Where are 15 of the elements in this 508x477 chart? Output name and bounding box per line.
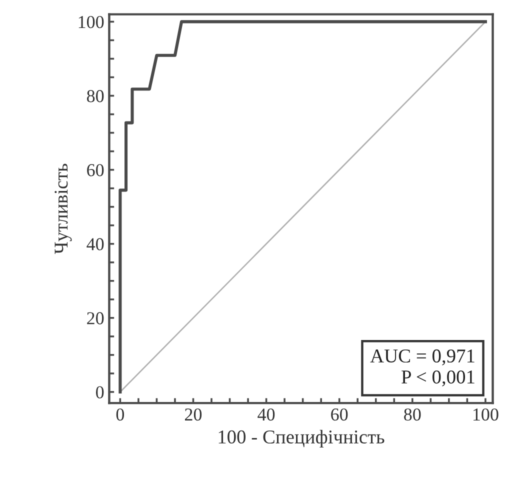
x-tick-label: 100 [474, 408, 498, 421]
y-tick-label: 20 [87, 312, 104, 324]
x-tick-label: 0 [116, 408, 124, 421]
x-tick-label: 40 [258, 408, 275, 421]
x-tick-label: 80 [404, 408, 421, 421]
y-tick-label: 80 [86, 90, 104, 102]
y-tick-label: 40 [86, 238, 104, 250]
annotation: AUC = 0,971 P < 0,001 [370, 349, 474, 386]
x-tick-label: 60 [331, 408, 348, 421]
x-tick-label: 20 [185, 408, 202, 421]
y-tick-label: 60 [87, 164, 104, 176]
y-tick-label: 100 [78, 16, 104, 28]
y-tick-label: 0 [96, 386, 104, 398]
x-axis-title: 100 - Специфічність [218, 430, 384, 448]
y-axis-title: Чутливість [54, 164, 72, 254]
